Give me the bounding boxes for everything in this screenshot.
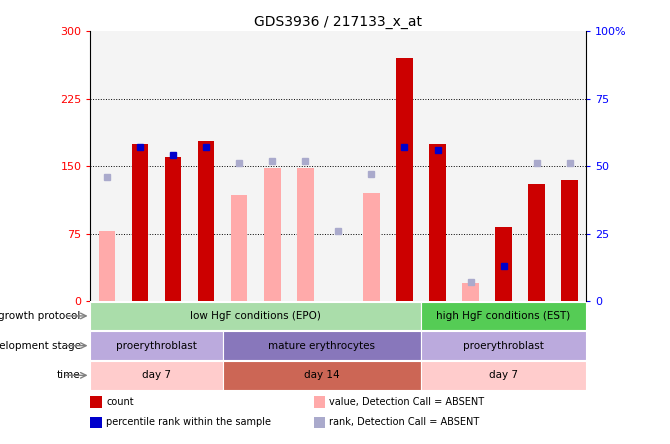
Bar <box>297 168 314 301</box>
Bar <box>157 31 190 301</box>
Bar <box>264 168 281 301</box>
Bar <box>98 231 115 301</box>
Bar <box>165 157 182 301</box>
FancyBboxPatch shape <box>90 361 222 389</box>
Text: low HgF conditions (EPO): low HgF conditions (EPO) <box>190 311 321 321</box>
Bar <box>529 184 545 301</box>
Text: count: count <box>107 397 134 407</box>
FancyBboxPatch shape <box>222 361 421 389</box>
Text: proerythroblast: proerythroblast <box>116 341 197 351</box>
Bar <box>314 416 326 428</box>
Text: time: time <box>57 370 80 381</box>
Bar <box>90 31 123 301</box>
Text: high HgF conditions (EST): high HgF conditions (EST) <box>436 311 571 321</box>
Bar <box>222 31 256 301</box>
Bar <box>487 31 520 301</box>
Bar <box>363 193 380 301</box>
Text: development stage: development stage <box>0 341 80 351</box>
Title: GDS3936 / 217133_x_at: GDS3936 / 217133_x_at <box>255 15 422 29</box>
Bar <box>421 31 454 301</box>
Bar <box>553 31 586 301</box>
FancyBboxPatch shape <box>222 331 421 360</box>
Text: day 7: day 7 <box>489 370 518 381</box>
Bar <box>561 179 578 301</box>
Bar <box>289 31 322 301</box>
Bar <box>462 283 479 301</box>
Bar <box>520 31 553 301</box>
Text: day 14: day 14 <box>304 370 340 381</box>
Bar <box>495 227 512 301</box>
Text: rank, Detection Call = ABSENT: rank, Detection Call = ABSENT <box>330 417 480 427</box>
Bar <box>355 31 388 301</box>
Bar <box>132 143 148 301</box>
Text: growth protocol: growth protocol <box>0 311 80 321</box>
FancyBboxPatch shape <box>421 301 586 330</box>
Bar <box>429 143 446 301</box>
Bar <box>123 31 157 301</box>
Bar <box>396 58 413 301</box>
Bar <box>231 195 247 301</box>
FancyBboxPatch shape <box>90 331 222 360</box>
FancyBboxPatch shape <box>421 331 586 360</box>
Text: percentile rank within the sample: percentile rank within the sample <box>107 417 271 427</box>
FancyBboxPatch shape <box>90 301 421 330</box>
Bar <box>322 31 355 301</box>
Text: value, Detection Call = ABSENT: value, Detection Call = ABSENT <box>330 397 484 407</box>
Bar <box>454 31 487 301</box>
Bar <box>90 396 103 408</box>
Bar <box>198 141 214 301</box>
Bar <box>90 416 103 428</box>
Bar <box>190 31 222 301</box>
Bar <box>256 31 289 301</box>
Bar <box>314 396 326 408</box>
Text: day 7: day 7 <box>142 370 171 381</box>
Text: mature erythrocytes: mature erythrocytes <box>268 341 375 351</box>
Text: proerythroblast: proerythroblast <box>463 341 544 351</box>
Bar <box>388 31 421 301</box>
FancyBboxPatch shape <box>421 361 586 389</box>
